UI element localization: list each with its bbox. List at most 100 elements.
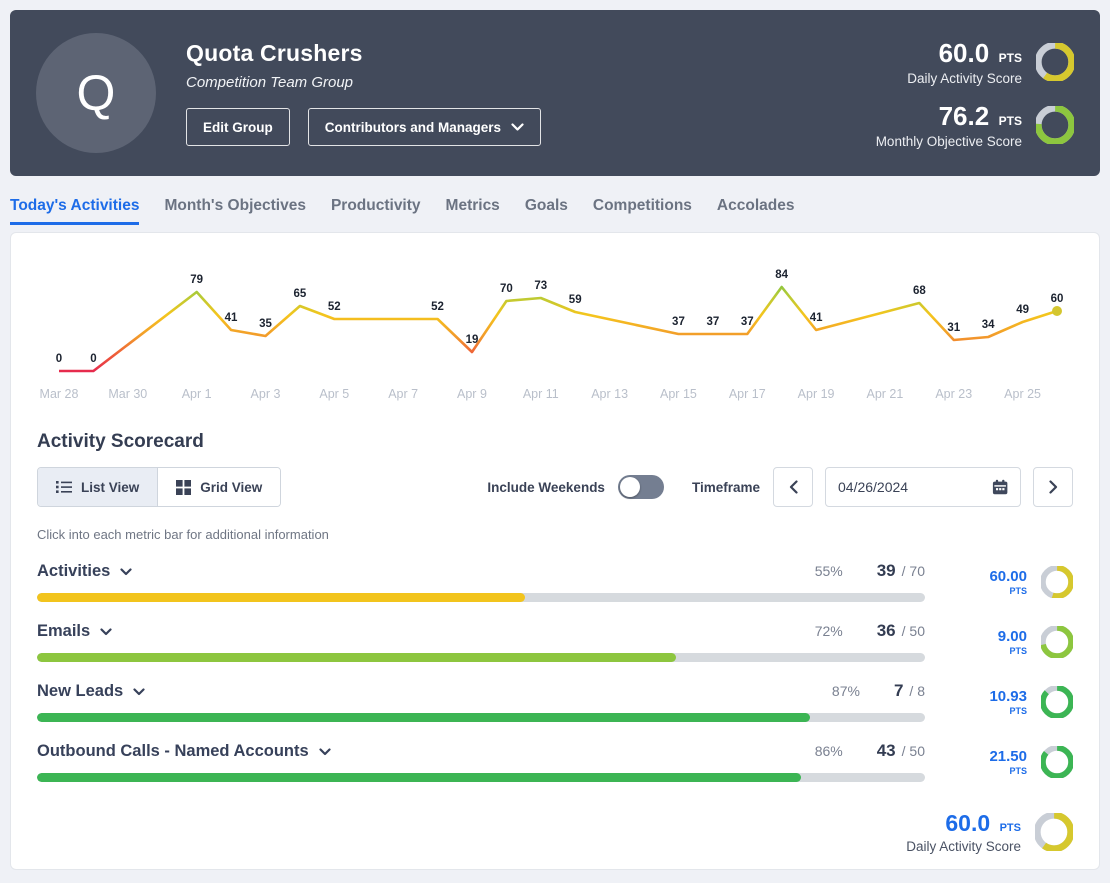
daily-activity-score-value: 60.0 bbox=[938, 37, 990, 68]
svg-text:70: 70 bbox=[500, 283, 513, 295]
metric-total: / 8 bbox=[909, 683, 925, 699]
metric-points-value: 9.00 bbox=[997, 627, 1027, 645]
metric-name-dropdown[interactable]: Outbound Calls - Named Accounts bbox=[37, 742, 331, 761]
tab-months-objectives[interactable]: Month's Objectives bbox=[164, 197, 306, 214]
monthly-objective-score-value: 76.2 bbox=[938, 100, 990, 131]
group-title: Quota Crushers bbox=[186, 40, 363, 66]
metric-main: Outbound Calls - Named Accounts 86% 43 /… bbox=[37, 741, 925, 782]
metric-progress-bar[interactable] bbox=[37, 653, 925, 662]
svg-text:59: 59 bbox=[569, 294, 582, 306]
metric-progress-fill bbox=[37, 773, 801, 782]
contributors-managers-button-label: Contributors and Managers bbox=[324, 119, 502, 135]
metric-name: Outbound Calls - Named Accounts bbox=[37, 742, 309, 760]
metric-percent: 87% bbox=[831, 683, 860, 699]
metric-points-unit: PTS bbox=[1009, 705, 1027, 716]
metric-progress-bar[interactable] bbox=[37, 593, 925, 602]
daily-activity-score-unit: PTS bbox=[998, 50, 1022, 65]
daily-activity-gauge-icon bbox=[1036, 42, 1074, 81]
svg-text:Apr 15: Apr 15 bbox=[660, 387, 697, 401]
svg-text:Apr 17: Apr 17 bbox=[729, 387, 766, 401]
metric-head: Activities 55% 39 / 70 bbox=[37, 561, 925, 581]
metric-percent: 72% bbox=[814, 623, 843, 639]
list-view-button[interactable]: List View bbox=[38, 468, 158, 506]
scorecard-title: Activity Scorecard bbox=[37, 431, 204, 452]
metric-name-dropdown[interactable]: New Leads bbox=[37, 682, 145, 701]
grid-view-button[interactable]: Grid View bbox=[157, 468, 281, 506]
svg-text:37: 37 bbox=[706, 316, 719, 328]
svg-text:60: 60 bbox=[1051, 293, 1064, 305]
svg-text:68: 68 bbox=[913, 285, 926, 297]
include-weekends-toggle[interactable] bbox=[617, 475, 664, 499]
metric-points: 21.50 PTS bbox=[941, 748, 1027, 776]
monthly-objective-score-label: Monthly Objective Score bbox=[875, 133, 1022, 149]
tab-todays-activities[interactable]: Today's Activities bbox=[10, 183, 140, 225]
svg-text:37: 37 bbox=[741, 316, 754, 328]
timeframe-date-field bbox=[825, 467, 1021, 507]
svg-text:35: 35 bbox=[259, 318, 272, 330]
metric-value: 7 bbox=[893, 681, 904, 700]
chevron-down-icon bbox=[319, 747, 331, 755]
svg-text:65: 65 bbox=[293, 288, 306, 300]
metric-points: 9.00 PTS bbox=[941, 628, 1027, 656]
daily-activity-score-text: 60.0 PTS Daily Activity Score bbox=[907, 38, 1022, 86]
header-scores: 60.0 PTS Daily Activity Score 76.2 PTS M… bbox=[876, 38, 1074, 149]
svg-text:Apr 21: Apr 21 bbox=[867, 387, 904, 401]
svg-text:Apr 11: Apr 11 bbox=[523, 387, 559, 401]
metric-points-unit: PTS bbox=[1009, 645, 1027, 656]
metric-name: Activities bbox=[37, 562, 111, 580]
list-view-label: List View bbox=[81, 479, 140, 495]
main-panel: 0 0 79 41 35 65 52 52 19 70 73 59 37 37 37 84 41 68 31 34 49… bbox=[10, 232, 1100, 870]
edit-group-button[interactable]: Edit Group bbox=[186, 108, 290, 146]
metric-total: / 50 bbox=[901, 743, 925, 759]
svg-text:19: 19 bbox=[466, 334, 479, 346]
metric-points-value: 10.93 bbox=[989, 687, 1027, 705]
metric-points: 60.00 PTS bbox=[941, 568, 1027, 596]
svg-text:31: 31 bbox=[947, 322, 960, 334]
metric-points-unit: PTS bbox=[1009, 585, 1027, 596]
metric-row-emails: Emails 72% 36 / 50 9.00 PTS bbox=[37, 621, 1073, 662]
metric-progress-bar[interactable] bbox=[37, 713, 925, 722]
metric-percent: 55% bbox=[814, 563, 843, 579]
monthly-objective-score: 76.2 PTS Monthly Objective Score bbox=[876, 101, 1074, 149]
svg-text:37: 37 bbox=[672, 316, 685, 328]
metric-name-dropdown[interactable]: Activities bbox=[37, 562, 132, 581]
timeframe-prev-button[interactable] bbox=[773, 467, 813, 507]
metric-stats: 86% 43 / 50 bbox=[815, 741, 925, 761]
svg-text:52: 52 bbox=[431, 301, 444, 313]
monthly-objective-score-unit: PTS bbox=[998, 113, 1022, 128]
include-weekends-label: Include Weekends bbox=[487, 479, 605, 495]
svg-text:79: 79 bbox=[190, 274, 203, 286]
svg-text:Mar 30: Mar 30 bbox=[108, 387, 147, 401]
grid-view-label: Grid View bbox=[200, 479, 263, 495]
metric-stats: 87% 7 / 8 bbox=[832, 681, 925, 701]
timeframe-next-button[interactable] bbox=[1033, 467, 1073, 507]
metric-name-dropdown[interactable]: Emails bbox=[37, 622, 112, 641]
metric-total: / 70 bbox=[901, 563, 925, 579]
metric-row-outbound-calls: Outbound Calls - Named Accounts 86% 43 /… bbox=[37, 741, 1073, 782]
summary-score-unit: PTS bbox=[999, 822, 1021, 834]
metric-main: Activities 55% 39 / 70 bbox=[37, 561, 925, 602]
daily-activity-line-chart: 0 0 79 41 35 65 52 52 19 70 73 59 37 37 37 84 41 68 31 34 49… bbox=[40, 269, 1064, 401]
metric-progress-fill bbox=[37, 653, 677, 662]
tab-competitions[interactable]: Competitions bbox=[592, 197, 692, 214]
calendar-icon[interactable] bbox=[992, 478, 1008, 496]
svg-text:41: 41 bbox=[225, 312, 238, 324]
scorecard-controls: List View Grid View Include Weekends Tim… bbox=[37, 467, 1073, 507]
svg-text:Apr 7: Apr 7 bbox=[388, 387, 418, 401]
timeframe-date-input[interactable] bbox=[838, 479, 992, 495]
metric-points: 10.93 PTS bbox=[941, 688, 1027, 716]
tab-productivity[interactable]: Productivity bbox=[330, 197, 421, 214]
contributors-managers-button[interactable]: Contributors and Managers bbox=[307, 108, 542, 146]
tab-goals[interactable]: Goals bbox=[524, 197, 568, 214]
svg-text:0: 0 bbox=[56, 353, 62, 365]
tab-accolades[interactable]: Accolades bbox=[716, 197, 795, 214]
chevron-down-icon bbox=[120, 567, 132, 575]
metric-stats: 55% 39 / 70 bbox=[815, 561, 925, 581]
svg-text:84: 84 bbox=[775, 269, 788, 281]
group-avatar: Q bbox=[36, 33, 156, 153]
chevron-left-icon bbox=[789, 480, 798, 494]
metric-value: 39 bbox=[876, 561, 896, 580]
metric-progress-bar[interactable] bbox=[37, 773, 925, 782]
tab-metrics[interactable]: Metrics bbox=[445, 197, 500, 214]
